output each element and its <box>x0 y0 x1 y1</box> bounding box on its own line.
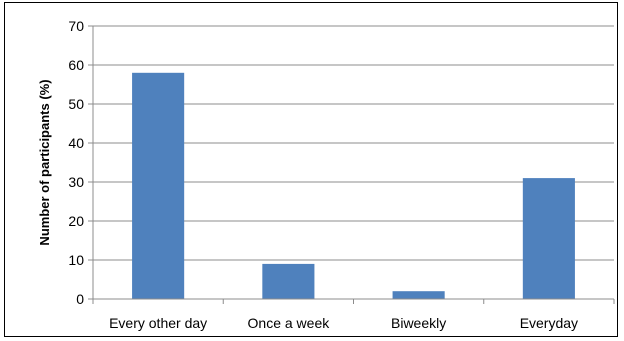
y-axis-label: Number of participants (%) <box>37 79 52 245</box>
bar-once-a-week <box>262 263 315 299</box>
x-tick-label: Biweekly <box>391 315 446 331</box>
y-tick-label: 70 <box>68 18 84 34</box>
y-tick-label: 20 <box>68 213 84 229</box>
x-tick-label: Every other day <box>109 315 207 331</box>
bar-biweekly <box>392 291 445 299</box>
y-tick-label: 10 <box>68 252 84 268</box>
y-tick-label: 50 <box>68 96 84 112</box>
y-tick-label: 0 <box>76 291 84 307</box>
y-tick-label: 30 <box>68 174 84 190</box>
y-tick-labels: 0 10 20 30 40 50 60 70 <box>68 18 84 307</box>
x-tick-label: Everyday <box>520 315 578 331</box>
x-axis <box>92 298 615 304</box>
y-tick-label: 40 <box>68 135 84 151</box>
x-tick-labels: Every other day Once a week Biweekly Everyd… <box>109 315 578 331</box>
bar-everyday <box>522 178 575 299</box>
x-tick-label: Once a week <box>248 315 331 331</box>
bars <box>132 72 575 299</box>
y-tick-label: 60 <box>68 57 84 73</box>
bar-every-other-day <box>132 72 185 299</box>
